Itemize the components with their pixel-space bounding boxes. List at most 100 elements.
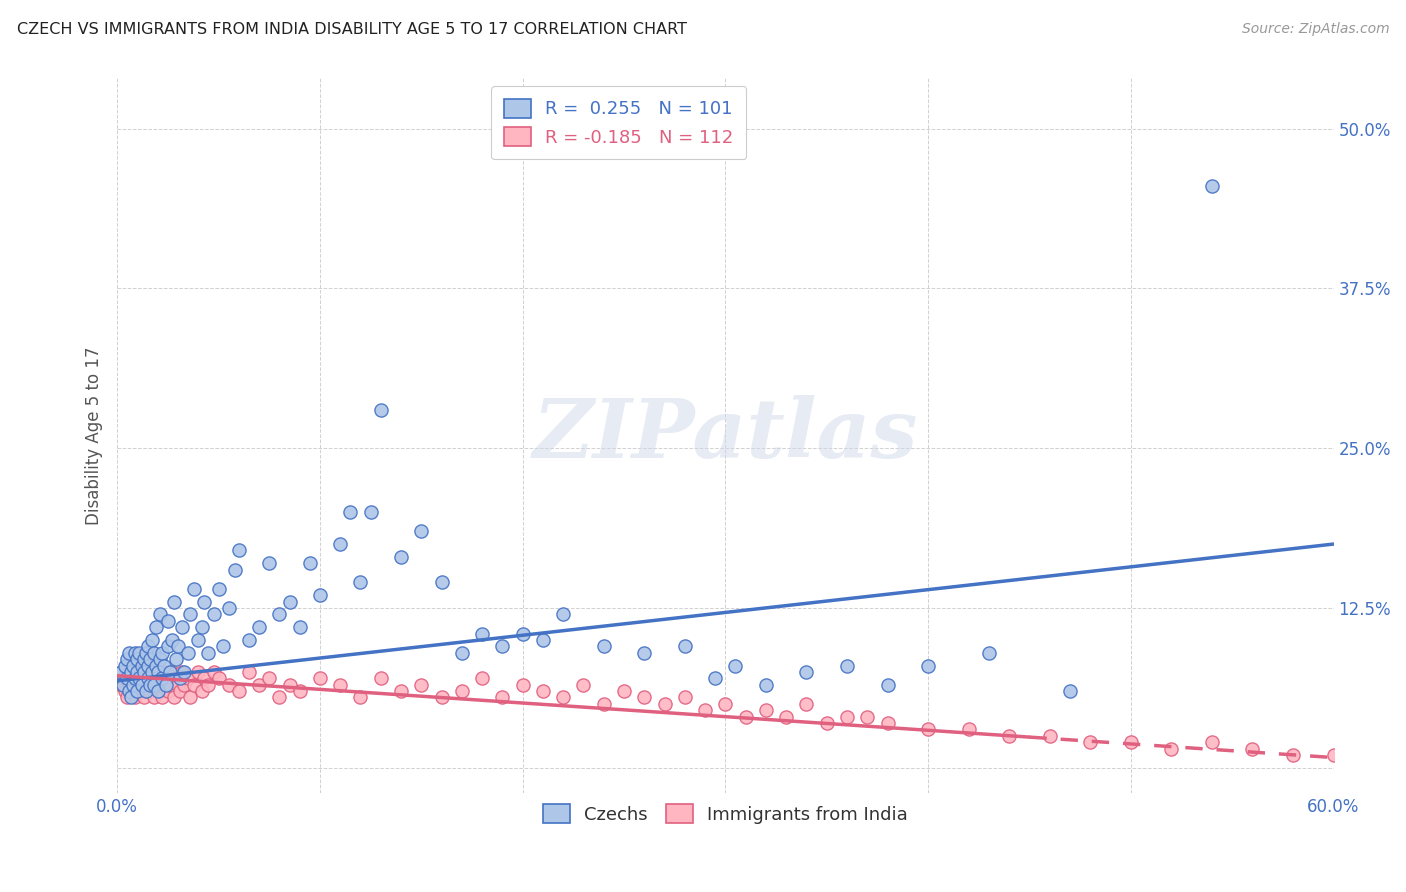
Point bbox=[118, 684, 141, 698]
Point bbox=[1201, 179, 1223, 194]
Point bbox=[146, 665, 169, 679]
Point bbox=[592, 640, 614, 654]
Point bbox=[127, 678, 149, 692]
Point bbox=[724, 658, 747, 673]
Point bbox=[491, 640, 513, 654]
Point bbox=[531, 684, 554, 698]
Point bbox=[163, 690, 186, 705]
Point bbox=[135, 678, 157, 692]
Point bbox=[654, 697, 676, 711]
Point bbox=[370, 671, 392, 685]
Point bbox=[153, 658, 176, 673]
Point bbox=[138, 665, 160, 679]
Point bbox=[156, 614, 179, 628]
Point bbox=[411, 524, 433, 539]
Point bbox=[704, 671, 727, 685]
Point bbox=[1059, 684, 1081, 698]
Point bbox=[339, 505, 361, 519]
Point bbox=[183, 678, 205, 692]
Point bbox=[118, 658, 141, 673]
Point bbox=[112, 678, 135, 692]
Point bbox=[167, 678, 190, 692]
Text: ZIPatlas: ZIPatlas bbox=[533, 395, 918, 475]
Point bbox=[122, 665, 145, 679]
Point bbox=[673, 690, 696, 705]
Point bbox=[269, 690, 291, 705]
Point bbox=[207, 582, 229, 596]
Point bbox=[491, 690, 513, 705]
Point bbox=[673, 640, 696, 654]
Point bbox=[197, 678, 219, 692]
Point bbox=[131, 658, 153, 673]
Point bbox=[132, 671, 155, 685]
Point bbox=[127, 665, 149, 679]
Point bbox=[155, 678, 177, 692]
Point bbox=[149, 684, 172, 698]
Point bbox=[117, 690, 139, 705]
Point bbox=[146, 678, 169, 692]
Point bbox=[141, 665, 163, 679]
Point bbox=[170, 620, 193, 634]
Point bbox=[124, 671, 146, 685]
Point bbox=[149, 607, 172, 622]
Point bbox=[1039, 729, 1062, 743]
Point bbox=[389, 549, 412, 564]
Point bbox=[512, 626, 534, 640]
Point bbox=[191, 620, 214, 634]
Point bbox=[156, 671, 179, 685]
Point bbox=[1343, 741, 1365, 756]
Point bbox=[238, 665, 260, 679]
Point bbox=[117, 665, 139, 679]
Point bbox=[257, 556, 280, 570]
Point bbox=[142, 646, 165, 660]
Point bbox=[288, 620, 311, 634]
Point bbox=[149, 671, 172, 685]
Point bbox=[613, 684, 636, 698]
Point bbox=[224, 563, 246, 577]
Point bbox=[370, 402, 392, 417]
Point bbox=[138, 678, 160, 692]
Point bbox=[977, 646, 1000, 660]
Point bbox=[127, 684, 149, 698]
Point bbox=[191, 684, 214, 698]
Point bbox=[247, 678, 270, 692]
Point bbox=[278, 678, 301, 692]
Point bbox=[633, 646, 655, 660]
Point bbox=[177, 671, 200, 685]
Point bbox=[193, 671, 215, 685]
Point bbox=[114, 658, 136, 673]
Point bbox=[124, 671, 146, 685]
Point bbox=[173, 678, 195, 692]
Text: Source: ZipAtlas.com: Source: ZipAtlas.com bbox=[1241, 22, 1389, 37]
Point bbox=[145, 671, 167, 685]
Point bbox=[120, 690, 142, 705]
Point bbox=[122, 678, 145, 692]
Point bbox=[118, 678, 141, 692]
Point bbox=[247, 620, 270, 634]
Point bbox=[142, 658, 165, 673]
Legend: Czechs, Immigrants from India: Czechs, Immigrants from India bbox=[531, 793, 920, 834]
Point bbox=[1119, 735, 1142, 749]
Point bbox=[141, 632, 163, 647]
Point bbox=[835, 709, 858, 723]
Point bbox=[136, 640, 159, 654]
Point bbox=[1384, 747, 1406, 762]
Point bbox=[114, 684, 136, 698]
Point bbox=[1241, 741, 1264, 756]
Point bbox=[155, 665, 177, 679]
Point bbox=[349, 575, 371, 590]
Point bbox=[218, 601, 240, 615]
Point bbox=[136, 658, 159, 673]
Point bbox=[128, 671, 150, 685]
Point bbox=[278, 594, 301, 608]
Point bbox=[211, 640, 233, 654]
Point bbox=[349, 690, 371, 705]
Point bbox=[120, 665, 142, 679]
Point bbox=[163, 594, 186, 608]
Point bbox=[136, 684, 159, 698]
Point bbox=[329, 678, 352, 692]
Point bbox=[257, 671, 280, 685]
Point bbox=[572, 678, 595, 692]
Point bbox=[179, 690, 201, 705]
Point bbox=[957, 723, 980, 737]
